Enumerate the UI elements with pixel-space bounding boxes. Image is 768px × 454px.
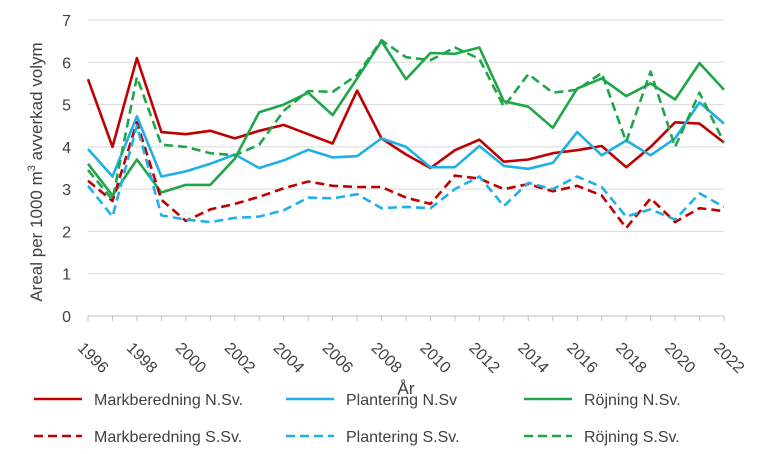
y-tick-label-1: 1 [62, 267, 71, 284]
y-tick-label-3: 3 [62, 182, 71, 199]
series-line-6 [86, 38, 726, 201]
x-tick-label-2008: 2008 [368, 340, 405, 377]
legend-label-3: Röjning N.Sv. [584, 392, 681, 409]
y-tick-label-0: 0 [62, 309, 71, 326]
x-tick-label-1998: 1998 [123, 340, 160, 377]
x-tick-label-2010: 2010 [416, 340, 453, 377]
x-tick-label-2020: 2020 [661, 340, 698, 377]
legend: Markberedning N.Sv. Plantering N.Sv Röjnin… [34, 392, 681, 446]
y-tick-label-7: 7 [62, 13, 71, 30]
legend-label-1: Markberedning N.Sv. [94, 392, 243, 409]
y-axis-title-rest: avverkad volym [27, 42, 46, 165]
y-tick-label-4: 4 [62, 140, 71, 157]
gridlines [88, 19, 724, 275]
x-tick-label-2016: 2016 [563, 340, 600, 377]
y-axis-title: Areal per 1000 m3 avverkad volym [26, 42, 46, 301]
series-line-5 [86, 124, 725, 224]
x-tick-label-2000: 2000 [172, 340, 209, 377]
y-axis-title-main: Areal per 1000 m [27, 171, 46, 301]
y-tick-label-2: 2 [62, 224, 71, 241]
x-axis-ticks: 1996 1998 2000 2002 2004 2006 2008 2010 2012 2014… [74, 316, 747, 377]
y-axis-title-superscript: 3 [26, 165, 38, 171]
series-lines [86, 38, 726, 230]
legend-label-4: Markberedning S.Sv. [94, 429, 242, 446]
series-line-1 [86, 56, 725, 170]
x-tick-label-2018: 2018 [612, 340, 649, 377]
x-tick-label-2014: 2014 [514, 340, 551, 377]
x-tick-label-1996: 1996 [74, 340, 111, 377]
y-axis-ticks: 0 1 2 3 4 5 6 7 [62, 13, 71, 326]
x-tick-label-2004: 2004 [270, 340, 307, 377]
series-line-2 [87, 101, 725, 178]
x-axis-title: År [398, 379, 415, 398]
x-tick-label-2012: 2012 [465, 340, 502, 377]
legend-label-5: Plantering S.Sv. [346, 429, 460, 446]
legend-label-6: Röjning S.Sv. [584, 429, 680, 446]
series-line-4 [87, 121, 725, 230]
x-tick-label-2022: 2022 [710, 340, 747, 377]
series-line-3 [86, 39, 725, 197]
x-tick-label-2006: 2006 [319, 340, 356, 377]
y-tick-label-5: 5 [62, 98, 71, 115]
y-tick-label-6: 6 [62, 55, 71, 72]
x-tick-label-2002: 2002 [221, 340, 258, 377]
legend-label-2: Plantering N.Sv [346, 392, 457, 409]
